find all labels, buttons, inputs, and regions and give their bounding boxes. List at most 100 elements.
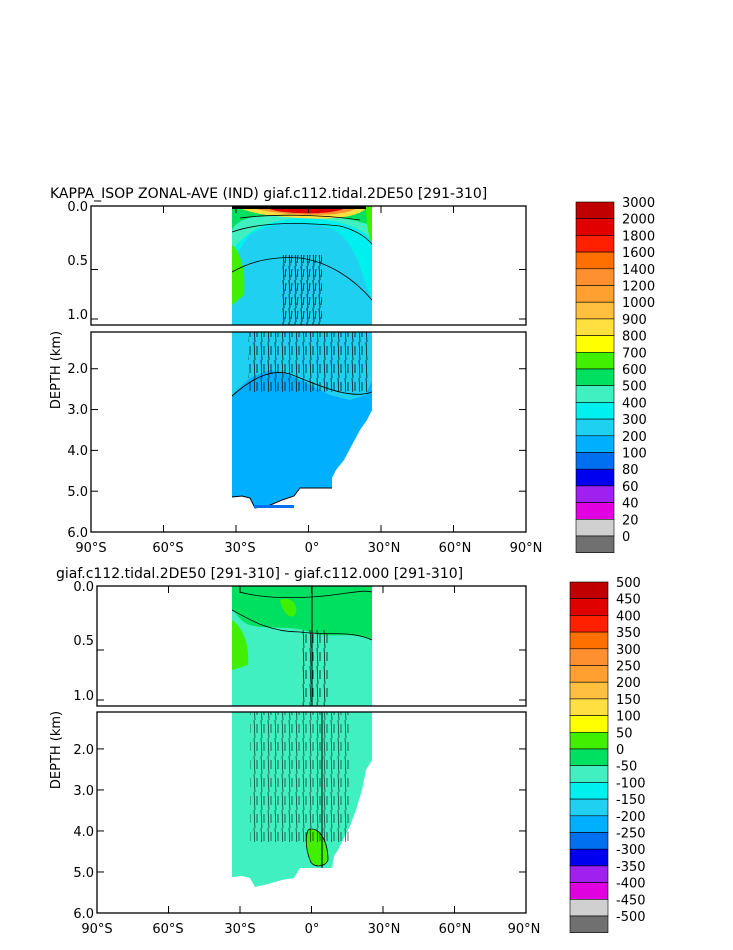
panel-top-ytick-6: 5.0 xyxy=(67,485,88,500)
colorbar-label: -300 xyxy=(616,843,646,858)
colorbar-label: -100 xyxy=(616,776,646,791)
panel-bottom-ytick-2: 1.0 xyxy=(73,689,94,704)
colorbar-label: 100 xyxy=(622,447,647,462)
colorbar-label: 150 xyxy=(616,693,641,708)
colorbar-label: 0 xyxy=(622,530,630,545)
colorbar-swatch xyxy=(569,615,609,633)
colorbar-label: 500 xyxy=(622,380,647,395)
panel-bottom-ytick-6: 5.0 xyxy=(73,866,94,881)
colorbar-swatch xyxy=(569,715,609,733)
panel-bottom-xtick-1: 60°S xyxy=(152,922,183,937)
panel-bottom-ticks xyxy=(96,585,527,914)
colorbar-label: 200 xyxy=(622,430,647,445)
colorbar-label: 800 xyxy=(622,330,647,345)
panel-bottom-xtick-0: 90°S xyxy=(81,922,112,937)
panel-bottom-ytick-7: 6.0 xyxy=(73,907,94,922)
colorbar-label: 400 xyxy=(622,396,647,411)
colorbar-label: 1400 xyxy=(622,263,655,278)
colorbar-swatch xyxy=(575,385,615,403)
panel-bottom-xtick-5: 60°N xyxy=(439,922,472,937)
colorbar-label: 300 xyxy=(616,643,641,658)
panel-bottom-ylabel: DEPTH (km) xyxy=(49,711,64,789)
colorbar-label: -500 xyxy=(616,910,646,925)
panel-top-ticks xyxy=(90,205,527,533)
colorbar-swatch xyxy=(575,485,615,503)
panel-bottom-lower-field xyxy=(232,712,372,887)
colorbar-swatch xyxy=(575,452,615,470)
colorbar-swatch xyxy=(575,502,615,520)
colorbar-swatch xyxy=(569,648,609,666)
panel-bottom-ytick-5: 4.0 xyxy=(73,825,94,840)
colorbar-label: -50 xyxy=(616,760,637,775)
panel-bottom-xtick-3: 0° xyxy=(305,922,320,937)
colorbar-label: 300 xyxy=(622,413,647,428)
colorbar-swatch xyxy=(569,581,609,600)
colorbar-label: 1800 xyxy=(622,229,655,244)
colorbar-swatch xyxy=(575,318,615,336)
colorbar-swatch xyxy=(569,681,609,700)
panel-top: KAPPA_ISOP ZONAL-AVE (IND) giaf.c112.tid… xyxy=(49,186,655,556)
colorbar-swatch xyxy=(575,285,615,303)
panel-top-colorbar: 3000200018001600140012001000900800700600… xyxy=(575,196,655,554)
panel-top-upper-field xyxy=(231,206,373,325)
colorbar-swatch xyxy=(569,915,609,934)
panel-top-xtick-1: 60°S xyxy=(152,541,183,556)
colorbar-swatch xyxy=(569,748,609,767)
colorbar-swatch xyxy=(569,765,609,783)
colorbar-label: -200 xyxy=(616,810,646,825)
panel-top-xtick-5: 60°N xyxy=(439,541,472,556)
panel-bottom-colorbar: 500450400350300250200150100500-50-100-15… xyxy=(569,576,646,934)
colorbar-label: 350 xyxy=(616,626,641,641)
colorbar-label: 400 xyxy=(616,609,641,624)
panel-top-lower-field xyxy=(231,332,373,509)
panel-bottom-upper-field xyxy=(231,586,373,706)
panel-top-ytick-0: 0.0 xyxy=(67,200,88,215)
colorbar-swatch xyxy=(575,402,615,420)
panel-bottom-xtick-4: 30°N xyxy=(368,922,401,937)
colorbar-swatch xyxy=(575,351,615,370)
panel-top-xticks: 90°S 60°S 30°S 0° 30°N 60°N 90°N xyxy=(75,541,542,556)
colorbar-label: 200 xyxy=(616,676,641,691)
panel-bottom-xticks: 90°S 60°S 30°S 0° 30°N 60°N 90°N xyxy=(81,922,540,937)
colorbar-swatch xyxy=(569,798,609,817)
colorbar-label: 250 xyxy=(616,660,641,675)
panel-top-ytick-5: 4.0 xyxy=(67,444,88,459)
colorbar-swatch xyxy=(569,865,609,883)
panel-top-xtick-0: 90°S xyxy=(75,541,106,556)
panel-top-xtick-4: 30°N xyxy=(368,541,401,556)
colorbar-label: -400 xyxy=(616,877,646,892)
colorbar-swatch xyxy=(569,815,609,833)
colorbar-swatch xyxy=(569,832,609,850)
panel-top-ytick-1: 0.5 xyxy=(67,254,88,269)
panel-top-ytick-7: 6.0 xyxy=(67,526,88,541)
colorbar-swatch xyxy=(569,598,609,616)
colorbar-swatch xyxy=(575,301,615,320)
colorbar-swatch xyxy=(569,665,609,683)
colorbar-swatch xyxy=(569,898,609,917)
panel-bottom-ytick-4: 3.0 xyxy=(73,784,94,799)
colorbar-swatch xyxy=(575,535,615,554)
panel-top-xtick-3: 0° xyxy=(305,541,320,556)
colorbar-label: 450 xyxy=(616,593,641,608)
colorbar-label: 60 xyxy=(622,480,639,495)
colorbar-swatch xyxy=(575,435,615,453)
colorbar-label: 700 xyxy=(622,346,647,361)
colorbar-swatch xyxy=(569,782,609,800)
colorbar-swatch xyxy=(575,218,615,236)
colorbar-swatch xyxy=(569,882,609,900)
colorbar-label: 1600 xyxy=(622,246,655,261)
colorbar-label: -350 xyxy=(616,860,646,875)
colorbar-label: 1000 xyxy=(622,296,655,311)
colorbar-label: -150 xyxy=(616,793,646,808)
panel-top-ylabel: DEPTH (km) xyxy=(49,331,64,409)
panel-top-ytick-3: 2.0 xyxy=(67,362,88,377)
colorbar-swatch xyxy=(575,235,615,253)
panel-bottom-xtick-6: 90°N xyxy=(508,922,541,937)
panel-bottom-ytick-3: 2.0 xyxy=(73,743,94,758)
colorbar-label: 1200 xyxy=(622,280,655,295)
colorbar-swatch xyxy=(569,731,609,750)
colorbar-swatch xyxy=(569,848,609,867)
colorbar-label: 100 xyxy=(616,710,641,725)
colorbar-label: 600 xyxy=(622,363,647,378)
colorbar-swatch xyxy=(575,418,615,437)
